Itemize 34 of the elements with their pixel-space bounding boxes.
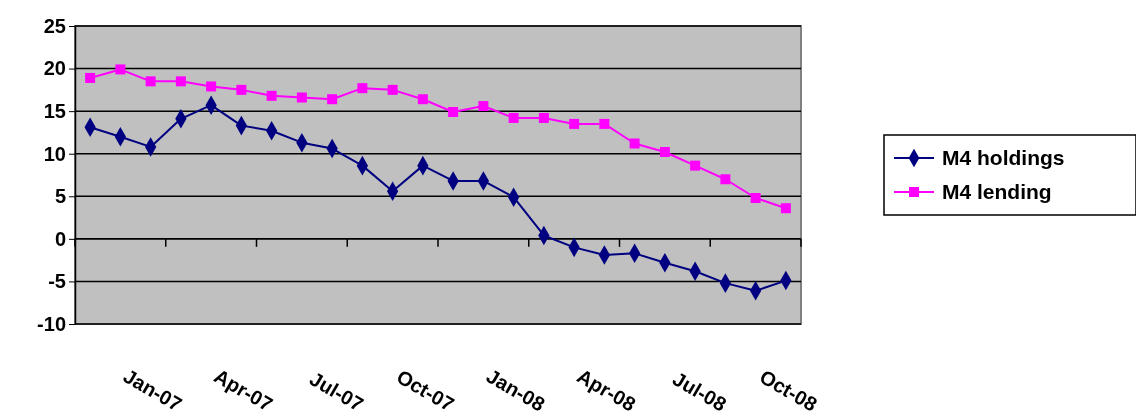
y-tick-label: 0 [54,227,66,250]
point [720,174,731,185]
point [629,138,640,149]
point [175,76,186,87]
legend-label: M4 lending [942,180,1052,203]
point [296,92,307,103]
point [327,94,338,105]
point [659,147,670,158]
y-tick-label: 25 [43,14,66,37]
point [417,94,428,105]
point [266,90,277,101]
point [206,81,217,92]
point [508,112,519,123]
point [690,160,701,171]
y-tick-label: 20 [43,57,66,80]
point [357,83,368,94]
legend-label: M4 holdings [942,146,1065,169]
y-tick-label: 15 [43,100,66,123]
point [538,112,549,123]
y-tick-label: -10 [37,312,66,335]
point [780,203,791,214]
point [145,76,156,87]
point [569,118,580,129]
point [448,106,459,117]
point [115,64,126,75]
point [236,84,247,95]
y-tick-label: 10 [43,142,66,165]
y-tick-label: -5 [48,270,66,293]
point [387,84,398,95]
point [478,101,489,112]
y-tick-label: 5 [54,185,66,208]
point [750,192,761,203]
point [85,72,96,83]
point [599,118,610,129]
